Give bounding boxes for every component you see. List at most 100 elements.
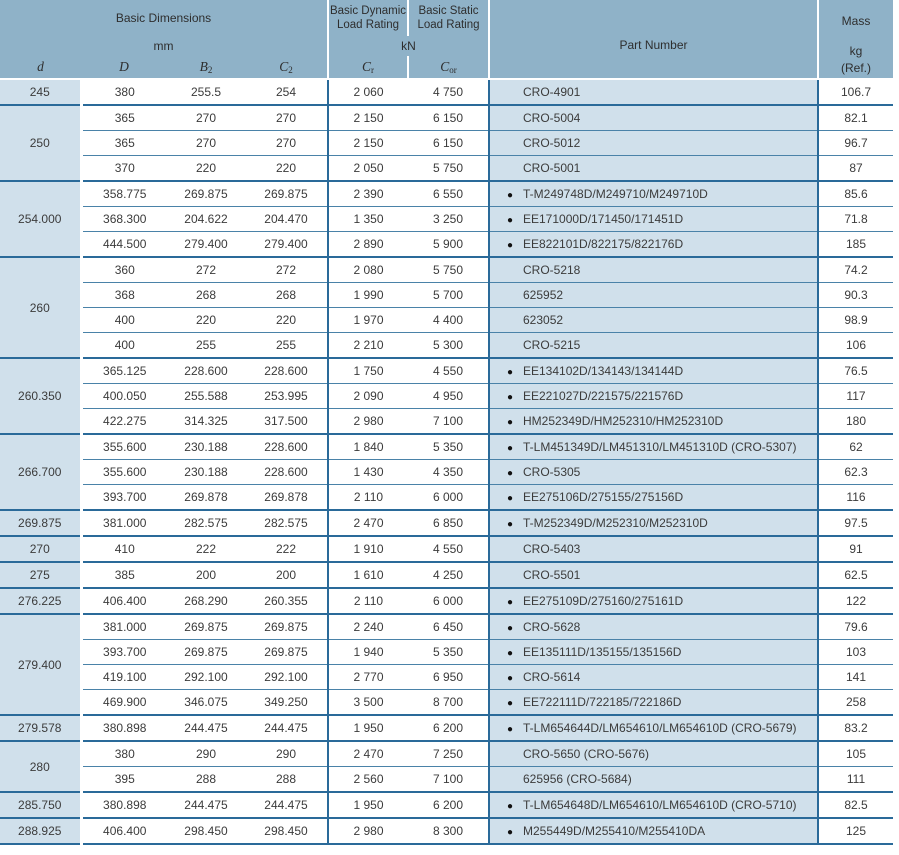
- cell-mass: 87: [818, 155, 893, 181]
- cell-part-number: ● EE134102D/134143/134144D: [488, 357, 819, 384]
- cell-static-load-Cor: 4 550: [408, 357, 489, 384]
- bullet-icon: ●: [507, 723, 514, 735]
- cell-part-number: 623052: [488, 307, 819, 333]
- table-row: 269.875 381.000 282.575 282.575 2 470 6 850 ● T…: [0, 509, 893, 536]
- cell-dynamic-load-Cr: 2 980: [327, 408, 408, 434]
- cell-dynamic-load-Cr: 2 080: [327, 256, 408, 283]
- cell-dynamic-load-Cr: 2 470: [327, 509, 408, 536]
- cell-static-load-Cor: 5 750: [408, 256, 489, 283]
- cell-static-load-Cor: 5 750: [408, 155, 489, 181]
- cell-bore-diameter-d: 288.925: [0, 817, 83, 844]
- cell-static-load-Cor: 4 350: [408, 459, 489, 485]
- cell-dynamic-load-Cr: 2 150: [327, 104, 408, 131]
- cell-width-B2: 346.075: [167, 689, 245, 715]
- table-header: Basic Dimensions Basic Dynamic Load Rati…: [0, 0, 893, 80]
- header-static-load-rating: Basic Static Load Rating: [407, 0, 489, 36]
- cell-width-C2: 244.475: [245, 791, 328, 818]
- header-basic-dimensions: Basic Dimensions: [0, 0, 328, 36]
- cell-dynamic-load-Cr: 1 350: [327, 206, 408, 232]
- cell-static-load-Cor: 4 550: [408, 535, 489, 562]
- cell-part-number: ● M255449D/M255410/M255410DA: [488, 817, 819, 844]
- col-header-Cr: Cr: [327, 56, 408, 80]
- table-row: 444.500 279.400 279.400 2 890 5 900 ● EE822101…: [0, 231, 893, 257]
- bullet-icon: ●: [507, 596, 514, 608]
- cell-mass: 125: [818, 817, 893, 844]
- cell-outer-diameter-D: 393.700: [81, 484, 167, 510]
- header-mass-label: Mass: [841, 13, 871, 28]
- table-row: 285.750 380.898 244.475 244.475 1 950 6 200 ● T…: [0, 791, 893, 818]
- cell-mass: 82.5: [818, 791, 893, 818]
- cell-dynamic-load-Cr: 1 610: [327, 561, 408, 588]
- cell-dynamic-load-Cr: 3 500: [327, 689, 408, 715]
- bullet-icon: ●: [507, 442, 514, 454]
- cell-outer-diameter-D: 406.400: [81, 587, 167, 614]
- cell-outer-diameter-D: 400.050: [81, 383, 167, 409]
- cell-dynamic-load-Cr: 2 090: [327, 383, 408, 409]
- cell-width-B2: 279.400: [167, 231, 245, 257]
- cell-dynamic-load-Cr: 2 470: [327, 740, 408, 767]
- cell-width-B2: 255: [167, 332, 245, 358]
- cell-static-load-Cor: 6 150: [408, 104, 489, 131]
- cell-outer-diameter-D: 380: [81, 79, 167, 105]
- cell-part-number: ● CRO-5614: [488, 664, 819, 690]
- cell-dynamic-load-Cr: 1 750: [327, 357, 408, 384]
- cell-outer-diameter-D: 365: [81, 130, 167, 156]
- cell-width-C2: 255: [245, 332, 328, 358]
- cell-part-number: ● EE822101D/822175/822176D: [488, 231, 819, 257]
- cell-bore-diameter-d: 270: [0, 535, 83, 562]
- cell-part-number: ● T-M252349D/M252310/M252310D: [488, 509, 819, 536]
- header-part-number: Part Number: [488, 0, 818, 80]
- cell-width-B2: 269.875: [167, 639, 245, 665]
- cell-width-C2: 269.875: [245, 639, 328, 665]
- cell-bore-diameter-d: 245: [0, 79, 83, 105]
- table-row: 395 288 288 2 560 7 100 625956 (CRO-5684) 111: [0, 766, 893, 792]
- cell-bore-diameter-d: 269.875: [0, 509, 83, 536]
- cell-part-number: ● EE135111D/135155/135156D: [488, 639, 819, 665]
- cell-static-load-Cor: 3 250: [408, 206, 489, 232]
- cell-part-number: CRO-5650 (CRO-5676): [488, 740, 819, 767]
- cell-bore-diameter-d: 285.750: [0, 791, 83, 818]
- table-row: 245 380 255.5 254 2 060 4 750 CRO-4901 106.7: [0, 79, 893, 105]
- cell-width-C2: 269.875: [245, 180, 328, 207]
- cell-static-load-Cor: 5 900: [408, 231, 489, 257]
- cell-mass: 106.7: [818, 79, 893, 105]
- cell-width-B2: 200: [167, 561, 245, 588]
- cell-outer-diameter-D: 381.000: [81, 613, 167, 640]
- cell-outer-diameter-D: 370: [81, 155, 167, 181]
- cell-static-load-Cor: 8 300: [408, 817, 489, 844]
- cell-part-number: ● T-LM654644D/LM654610/LM654610D (CRO-567…: [488, 714, 819, 741]
- cell-width-B2: 269.878: [167, 484, 245, 510]
- cell-part-number: 625956 (CRO-5684): [488, 766, 819, 792]
- cell-width-C2: 244.475: [245, 714, 328, 741]
- cell-mass: 90.3: [818, 282, 893, 308]
- cell-width-C2: 270: [245, 130, 328, 156]
- cell-width-B2: 244.475: [167, 714, 245, 741]
- cell-part-number: ● HM252349D/HM252310/HM252310D: [488, 408, 819, 434]
- cell-mass: 180: [818, 408, 893, 434]
- cell-width-B2: 282.575: [167, 509, 245, 536]
- header-mass: Mass kg (Ref.): [817, 0, 893, 80]
- cell-dynamic-load-Cr: 1 950: [327, 714, 408, 741]
- cell-dynamic-load-Cr: 2 240: [327, 613, 408, 640]
- cell-width-B2: 288: [167, 766, 245, 792]
- cell-dynamic-load-Cr: 1 990: [327, 282, 408, 308]
- cell-bore-diameter-d: 266.700: [0, 433, 83, 510]
- cell-dynamic-load-Cr: 1 840: [327, 433, 408, 460]
- cell-outer-diameter-D: 368.300: [81, 206, 167, 232]
- cell-outer-diameter-D: 393.700: [81, 639, 167, 665]
- cell-width-C2: 349.250: [245, 689, 328, 715]
- bullet-icon: ●: [507, 366, 514, 378]
- bullet-icon: ●: [507, 416, 514, 428]
- col-header-Cor: Cor: [407, 56, 489, 80]
- cell-dynamic-load-Cr: 2 890: [327, 231, 408, 257]
- table-row: 368 268 268 1 990 5 700 625952 90.3: [0, 282, 893, 308]
- cell-dynamic-load-Cr: 2 060: [327, 79, 408, 105]
- cell-mass: 96.7: [818, 130, 893, 156]
- cell-mass: 141: [818, 664, 893, 690]
- table-row: 276.225 406.400 268.290 260.355 2 110 6 000 ● E…: [0, 587, 893, 614]
- cell-dynamic-load-Cr: 1 970: [327, 307, 408, 333]
- cell-width-B2: 230.188: [167, 433, 245, 460]
- cell-static-load-Cor: 7 100: [408, 766, 489, 792]
